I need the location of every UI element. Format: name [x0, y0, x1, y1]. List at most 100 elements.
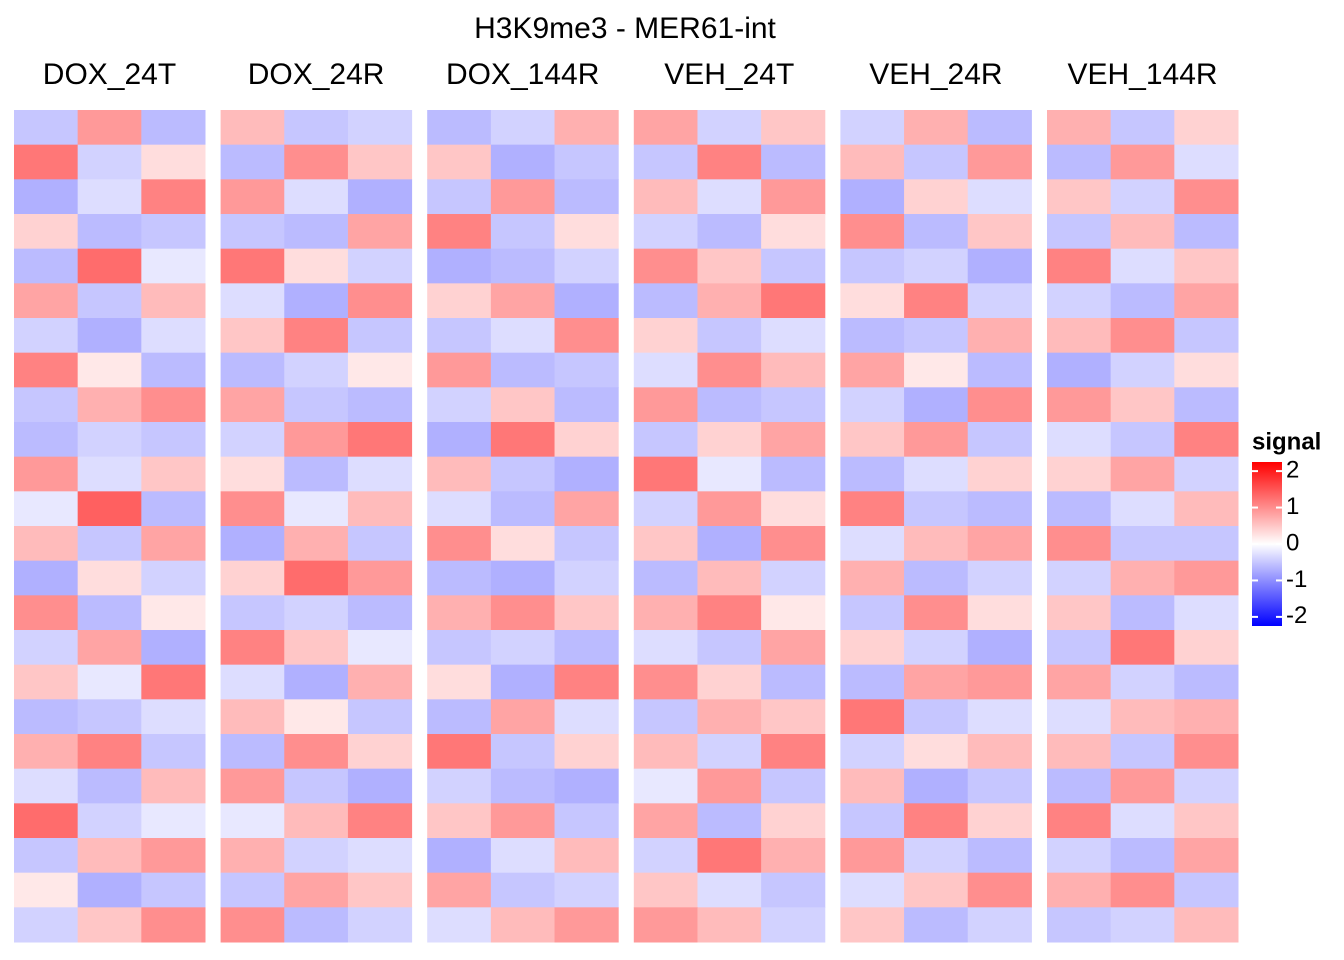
heatmap-cell	[1110, 179, 1175, 215]
heatmap-cell	[14, 734, 79, 770]
heatmap-cell	[220, 214, 285, 250]
heatmap-cell	[904, 110, 969, 146]
heatmap-cell	[967, 560, 1032, 596]
heatmap-cell	[967, 803, 1032, 839]
heatmap-cell	[14, 768, 79, 804]
heatmap-cell	[490, 352, 556, 388]
heatmap-cell	[697, 560, 762, 596]
heatmap-cell	[904, 248, 969, 284]
heatmap-cell	[220, 283, 285, 319]
heatmap-cell	[284, 110, 349, 146]
heatmap-cell	[427, 872, 492, 908]
heatmap-cell	[347, 526, 413, 562]
heatmap-cell	[490, 526, 556, 562]
heatmap-cell	[220, 768, 285, 804]
heatmap-cell	[1110, 144, 1175, 180]
heatmap-cell	[967, 422, 1032, 458]
heatmap-cell	[1110, 630, 1175, 666]
heatmap-cell	[904, 422, 969, 458]
heatmap-cell	[490, 387, 556, 423]
heatmap-cell	[220, 110, 285, 146]
heatmap-cell	[14, 248, 79, 284]
heatmap-cell	[1174, 283, 1239, 319]
heatmap-cell	[697, 630, 762, 666]
heatmap-cell	[1174, 214, 1239, 250]
heatmap-cell	[1174, 110, 1239, 146]
chart-title: H3K9me3 - MER61-int	[474, 12, 776, 45]
heatmap-cell	[697, 283, 762, 319]
heatmap-cell	[633, 422, 698, 458]
heatmap-cell	[141, 491, 206, 527]
heatmap-cell	[554, 387, 619, 423]
heatmap-cell	[1047, 456, 1112, 492]
heatmap-cell	[490, 214, 556, 250]
heatmap-cell	[1047, 595, 1112, 631]
heatmap-cell	[427, 422, 492, 458]
heatmap-cell	[141, 803, 206, 839]
heatmap-cell	[427, 768, 492, 804]
heatmap-cell	[1174, 595, 1239, 631]
heatmap-cell	[697, 352, 762, 388]
heatmap-cell	[284, 422, 349, 458]
heatmap-cell	[633, 803, 698, 839]
heatmap-cell	[347, 110, 413, 146]
heatmap-cell	[554, 734, 619, 770]
heatmap-cell	[220, 491, 285, 527]
heatmap-cell	[427, 803, 492, 839]
heatmap-cell	[697, 664, 762, 700]
heatmap-cell	[347, 456, 413, 492]
heatmap-cell	[697, 110, 762, 146]
heatmap-cell	[1047, 526, 1112, 562]
heatmap-cell	[1110, 664, 1175, 700]
heatmap-cell	[284, 907, 349, 943]
heatmap-cell	[554, 838, 619, 874]
heatmap-cell	[1047, 387, 1112, 423]
heatmap-cell	[697, 838, 762, 874]
heatmap-cell	[840, 907, 905, 943]
heatmap-cell	[77, 352, 142, 388]
heatmap-cell	[697, 595, 762, 631]
heatmap-cell	[427, 630, 492, 666]
heatmap-cell	[967, 179, 1032, 215]
panel-label: DOX_24R	[248, 58, 385, 91]
heatmap-cell	[904, 491, 969, 527]
heatmap-cell	[554, 422, 619, 458]
heatmap-cell	[1047, 318, 1112, 354]
heatmap-cell	[633, 456, 698, 492]
heatmap-cell	[761, 734, 826, 770]
heatmap-cell	[427, 526, 492, 562]
heatmap-cell	[220, 560, 285, 596]
heatmap-cell	[490, 560, 556, 596]
heatmap-cell	[1047, 699, 1112, 735]
heatmap-cell	[840, 179, 905, 215]
heatmap-cell	[633, 734, 698, 770]
heatmap-cell	[633, 491, 698, 527]
heatmap-cell	[967, 144, 1032, 180]
heatmap-cell	[141, 387, 206, 423]
legend-title: signal	[1252, 428, 1321, 455]
heatmap-cell	[840, 595, 905, 631]
heatmap-cell	[77, 214, 142, 250]
heatmap-cell	[697, 318, 762, 354]
heatmap-cell	[284, 526, 349, 562]
heatmap-cell	[141, 664, 206, 700]
heatmap-cell	[840, 560, 905, 596]
heatmap-cell	[1110, 387, 1175, 423]
heatmap-cell	[1047, 352, 1112, 388]
heatmap-cell	[554, 699, 619, 735]
heatmap-cell	[1110, 491, 1175, 527]
heatmap-cell	[840, 387, 905, 423]
heatmap-cell	[1174, 387, 1239, 423]
legend-tick-label: 0	[1286, 529, 1299, 556]
heatmap-cell	[967, 734, 1032, 770]
heatmap-cell	[904, 595, 969, 631]
heatmap-cell	[347, 595, 413, 631]
heatmap-cell	[840, 699, 905, 735]
heatmap-cell	[347, 387, 413, 423]
heatmap-cell	[967, 595, 1032, 631]
heatmap-cell	[1047, 560, 1112, 596]
heatmap-cell	[554, 214, 619, 250]
heatmap-cell	[967, 838, 1032, 874]
legend-tick-label: -1	[1286, 566, 1307, 593]
